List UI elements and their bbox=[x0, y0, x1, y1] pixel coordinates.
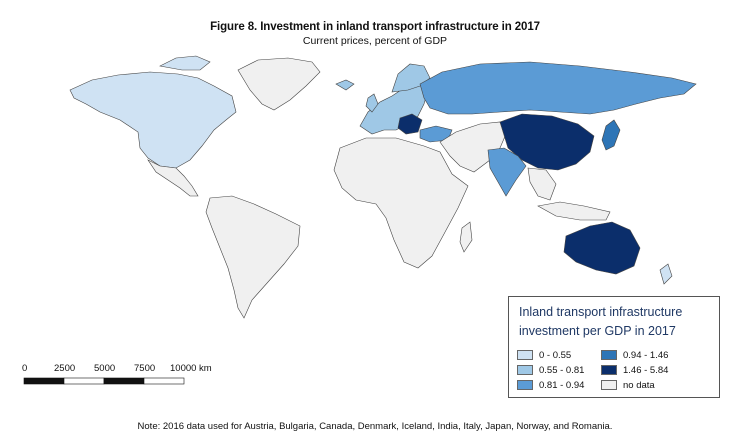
legend-swatch bbox=[517, 350, 533, 360]
legend-label: no data bbox=[623, 379, 655, 391]
region-madagascar bbox=[459, 221, 473, 253]
figure-subtitle: Current prices, percent of GDP bbox=[302, 35, 448, 47]
scale-label-7500: 7500 bbox=[134, 363, 156, 374]
legend-swatch bbox=[517, 365, 533, 375]
legend-label: 0 - 0.55 bbox=[539, 349, 572, 361]
region-india bbox=[487, 147, 527, 197]
region-mexico bbox=[147, 159, 199, 197]
scale-label-2500: 2500 bbox=[54, 363, 76, 374]
legend-title-line-1: Inland transport infrastructure bbox=[519, 305, 683, 319]
legend-label: 0.94 - 1.46 bbox=[623, 349, 669, 361]
scale-label-10000: 10000 km bbox=[170, 363, 212, 374]
legend-label: 1.46 - 5.84 bbox=[623, 364, 669, 376]
region-australia bbox=[563, 221, 641, 275]
legend-item: 0.94 - 1.46 bbox=[601, 349, 668, 361]
legend-title: Inland transport infrastructure investme… bbox=[519, 303, 715, 341]
legend-label: 0.55 - 0.81 bbox=[539, 364, 585, 376]
legend-title-line-2: investment per GDP in 2017 bbox=[519, 324, 676, 338]
region-indonesia bbox=[537, 201, 611, 221]
legend-item: no data bbox=[601, 379, 655, 391]
region-japan bbox=[601, 119, 621, 151]
legend-swatch bbox=[601, 365, 617, 375]
legend-swatch bbox=[601, 380, 617, 390]
region-southeast-asia bbox=[527, 167, 557, 201]
legend-item: 0 - 0.55 bbox=[517, 349, 571, 361]
map-legend: Inland transport infrastructure investme… bbox=[508, 296, 720, 398]
region-arctic-islands bbox=[159, 55, 211, 71]
legend-item: 0.81 - 0.94 bbox=[517, 379, 584, 391]
region-iceland bbox=[335, 79, 355, 91]
region-greenland bbox=[237, 57, 321, 111]
region-uk bbox=[365, 93, 379, 113]
region-africa bbox=[333, 137, 469, 269]
legend-item: 1.46 - 5.84 bbox=[601, 364, 668, 376]
region-south-america bbox=[205, 195, 301, 319]
scale-bar bbox=[23, 377, 185, 385]
scale-label-5000: 5000 bbox=[94, 363, 116, 374]
region-balkans bbox=[397, 113, 423, 135]
scale-label-0: 0 bbox=[22, 363, 28, 374]
legend-swatch bbox=[517, 380, 533, 390]
region-russia bbox=[419, 61, 697, 115]
figure-title: Figure 8. Investment in inland transport… bbox=[210, 21, 540, 33]
legend-swatch bbox=[601, 350, 617, 360]
footnote: Note: 2016 data used for Austria, Bulgar… bbox=[137, 421, 613, 432]
region-new-zealand bbox=[659, 263, 673, 285]
legend-item: 0.55 - 0.81 bbox=[517, 364, 584, 376]
legend-label: 0.81 - 0.94 bbox=[539, 379, 585, 391]
region-north-america bbox=[69, 71, 237, 169]
